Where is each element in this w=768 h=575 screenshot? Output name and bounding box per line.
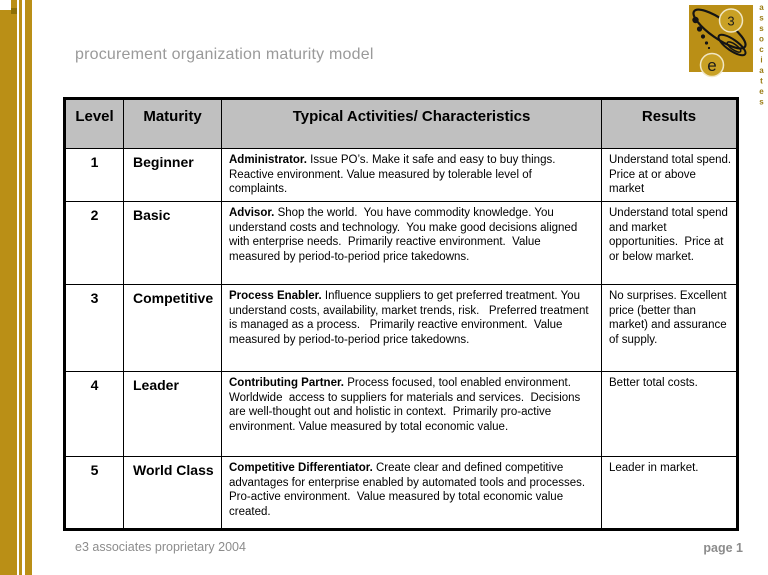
- activities-lead: Contributing Partner.: [229, 377, 344, 389]
- activities-lead: Competitive Differentiator.: [229, 462, 373, 474]
- level-cell: 5: [64, 456, 124, 530]
- logo-dot-trail: [692, 16, 711, 50]
- logo-orbit-icon: 3 e: [689, 5, 753, 78]
- table-row: 5 World Class Competitive Differentiator…: [64, 456, 738, 530]
- results-text: Better total costs.: [609, 377, 698, 389]
- results-text: Leader in market.: [609, 462, 699, 474]
- maturity-model-table: Level Maturity Typical Activities/ Chara…: [63, 97, 739, 531]
- left-gold-bar-corner-accent: [11, 8, 17, 14]
- results-text: Understand total spend and market opport…: [609, 207, 732, 264]
- activities-text: Shop the world. You have commodity knowl…: [229, 207, 581, 264]
- level-cell: 2: [64, 201, 124, 285]
- activities-lead: Advisor.: [229, 207, 275, 219]
- activities-cell: Competitive Differentiator. Create clear…: [221, 456, 602, 530]
- level-cell: 1: [64, 148, 124, 202]
- activities-lead: Process Enabler.: [229, 290, 322, 302]
- activities-text: Issue PO’s. Make it safe and easy to buy…: [229, 154, 559, 196]
- table-row: 1 Beginner Administrator. Issue PO’s. Ma…: [64, 148, 738, 202]
- results-cell: Better total costs.: [601, 371, 738, 457]
- logo-badge-3-text: 3: [727, 14, 734, 29]
- maturity-cell: World Class: [123, 456, 222, 530]
- table-row: 4 Leader Contributing Partner. Process f…: [64, 371, 738, 457]
- results-cell: Understand total spend and market opport…: [601, 201, 738, 285]
- activities-text: Process focused, tool enabled environmen…: [229, 377, 584, 434]
- left-gold-stripe-thin: [19, 0, 22, 575]
- header-activities: Typical Activities/ Characteristics: [221, 98, 602, 149]
- table-row: 3 Competitive Process Enabler. Influence…: [64, 284, 738, 372]
- results-cell: Leader in market.: [601, 456, 738, 530]
- maturity-cell: Basic: [123, 201, 222, 285]
- header-maturity: Maturity: [123, 98, 222, 149]
- logo-vertical-text: associates: [757, 3, 766, 108]
- activities-text: Influence suppliers to get preferred tre…: [229, 290, 592, 347]
- maturity-cell: Leader: [123, 371, 222, 457]
- table-row: 2 Basic Advisor. Shop the world. You hav…: [64, 201, 738, 285]
- activities-cell: Administrator. Issue PO’s. Make it safe …: [221, 148, 602, 202]
- left-gold-bar: [0, 10, 17, 575]
- logo-badge-3: 3: [718, 8, 744, 33]
- left-gold-stripe-medium: [25, 0, 32, 575]
- activities-lead: Administrator.: [229, 154, 307, 166]
- page-title: procurement organization maturity model: [75, 46, 374, 63]
- results-cell: No surprises. Excellent price (better th…: [601, 284, 738, 372]
- e3-associates-logo: 3 e associates: [689, 3, 768, 108]
- results-cell: Understand total spend. Price at or abov…: [601, 148, 738, 202]
- table-header-row: Level Maturity Typical Activities/ Chara…: [64, 98, 738, 149]
- maturity-cell: Competitive: [123, 284, 222, 372]
- activities-cell: Advisor. Shop the world. You have commod…: [221, 201, 602, 285]
- footer-proprietary-text: e3 associates proprietary 2004: [75, 540, 246, 554]
- left-gold-bar-top-segment: [11, 0, 17, 10]
- maturity-cell: Beginner: [123, 148, 222, 202]
- logo-badge-e: e: [699, 52, 725, 78]
- header-level: Level: [64, 98, 124, 149]
- activities-cell: Contributing Partner. Process focused, t…: [221, 371, 602, 457]
- activities-cell: Process Enabler. Influence suppliers to …: [221, 284, 602, 372]
- activities-text: Create clear and defined competitive adv…: [229, 462, 592, 519]
- results-text: Understand total spend. Price at or abov…: [609, 154, 738, 196]
- logo-badge-e-text: e: [707, 56, 716, 75]
- header-results: Results: [601, 98, 738, 149]
- level-cell: 4: [64, 371, 124, 457]
- footer-page-number: page 1: [703, 541, 743, 555]
- level-cell: 3: [64, 284, 124, 372]
- results-text: No surprises. Excellent price (better th…: [609, 290, 730, 347]
